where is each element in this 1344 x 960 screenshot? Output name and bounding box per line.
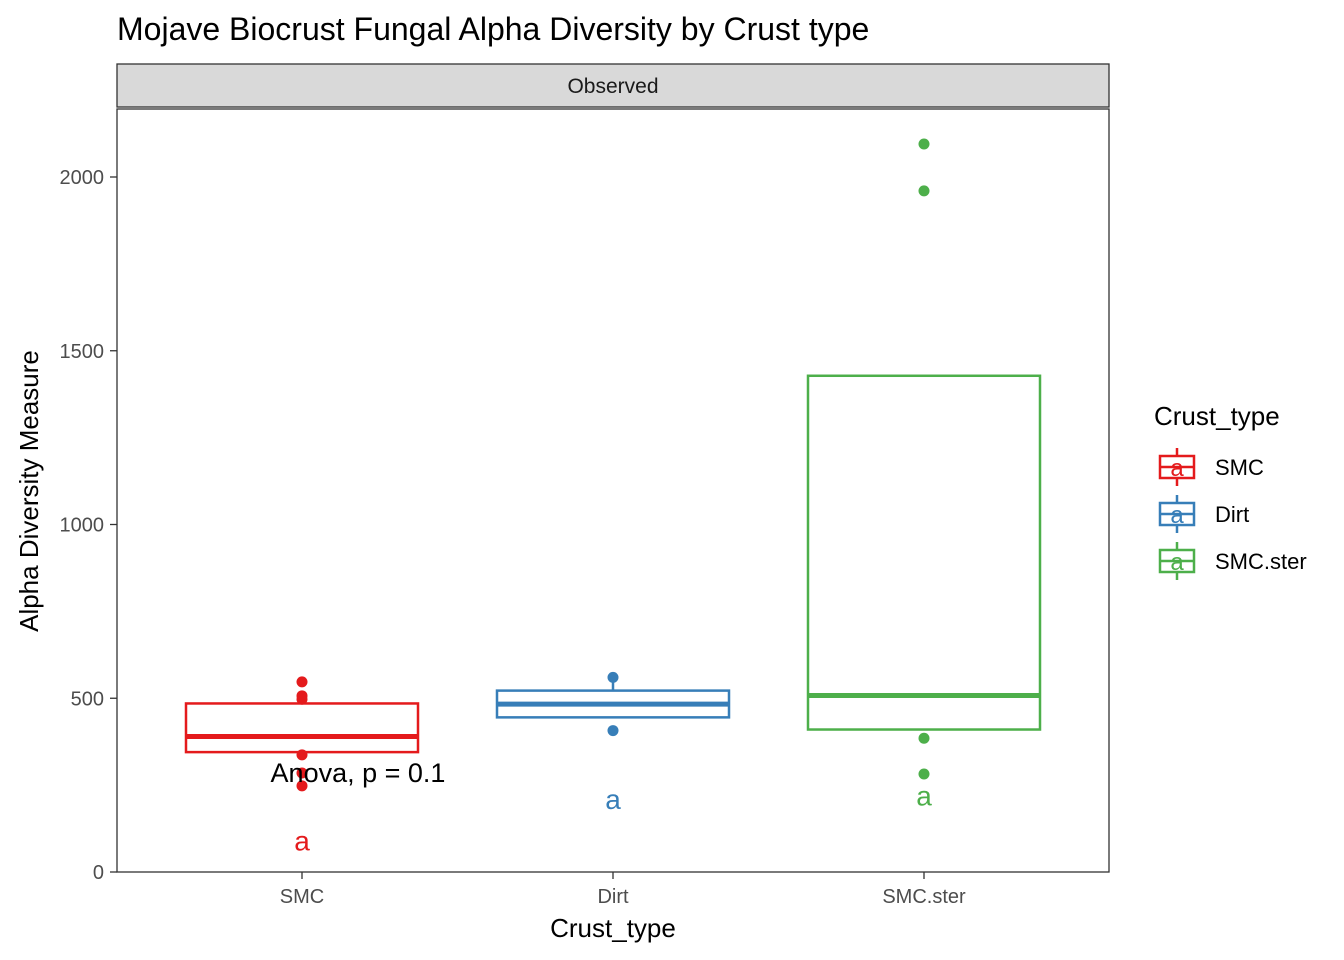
data-point: [296, 676, 308, 688]
box-body: [184, 702, 420, 754]
legend-key-letter: a: [1170, 502, 1184, 529]
data-point: [607, 725, 619, 737]
y-tick-label: 2000: [60, 167, 105, 189]
legend-key-letter: a: [1170, 549, 1184, 576]
data-point: [296, 767, 308, 779]
x-tick-label: SMC: [280, 886, 324, 908]
anova-annotation: Anova, p = 0.1: [271, 758, 446, 788]
y-tick-label: 1500: [60, 341, 105, 363]
significance-letter: a: [916, 781, 932, 812]
legend-label: SMC.ster: [1215, 549, 1307, 574]
data-point: [296, 749, 308, 761]
x-tick-label: SMC.ster: [882, 886, 966, 908]
chart-title: Mojave Biocrust Fungal Alpha Diversity b…: [117, 11, 869, 47]
y-tick-label: 0: [93, 862, 104, 884]
x-tick-label: Dirt: [597, 886, 629, 908]
data-point: [296, 780, 308, 792]
legend-label: SMC: [1215, 455, 1264, 480]
x-axis-label: Crust_type: [550, 913, 676, 943]
legend-key-letter: a: [1170, 455, 1184, 482]
significance-letter: a: [294, 826, 310, 857]
data-point: [607, 671, 619, 683]
y-tick-label: 500: [71, 688, 104, 710]
data-point: [918, 768, 930, 780]
facet-strip: [116, 63, 1110, 108]
panel-border: [116, 108, 1110, 873]
facet-label: Observed: [567, 75, 658, 98]
y-axis-label: Alpha Diversity Measure: [14, 350, 44, 632]
data-point: [918, 732, 930, 744]
legend-label: Dirt: [1215, 502, 1249, 527]
y-tick-label: 1000: [60, 515, 105, 537]
data-point: [918, 138, 930, 150]
significance-letter: a: [605, 784, 621, 815]
box-body: [806, 374, 1042, 731]
data-point: [918, 185, 930, 197]
data-point: [296, 693, 308, 705]
legend: a SMC a Dirt a SMC.ster: [1158, 448, 1307, 580]
plot-area: 0 500 1000 1500 2000 SMC Dirt SMC.ster a a a Anova,…: [60, 138, 1042, 908]
legend-title: Crust_type: [1154, 401, 1280, 431]
